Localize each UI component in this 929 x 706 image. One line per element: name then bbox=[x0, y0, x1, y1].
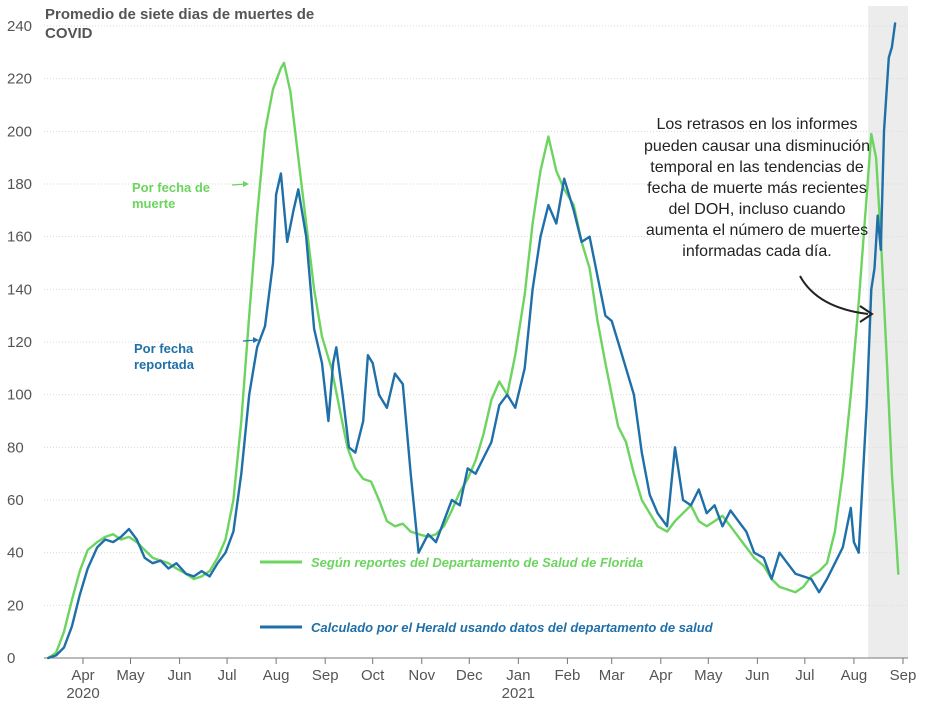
x-tick-label-8: Dec bbox=[456, 667, 483, 684]
y-tick-label-0: 0 bbox=[7, 650, 15, 667]
annotation-line-6: aumenta el número de muertes bbox=[646, 222, 868, 239]
annotation-arrowhead bbox=[859, 305, 874, 323]
series-label-blue-line-2: reportada bbox=[134, 357, 195, 372]
y-tick-label-140: 140 bbox=[7, 281, 32, 298]
y-tick-label-160: 160 bbox=[7, 229, 32, 246]
x-tick-label-2: Jun bbox=[167, 667, 191, 684]
annotation: Los retrasos en los informes pueden caus… bbox=[644, 116, 874, 323]
chart-title-line-1: Promedio de siete dias de muertes de bbox=[45, 6, 314, 23]
x-tick-label-4: Aug bbox=[263, 667, 290, 684]
x-tick-label-13: May bbox=[694, 667, 723, 684]
series-label-green-arrowhead bbox=[243, 181, 249, 187]
annotation-line-2: pueden causar una disminución bbox=[644, 138, 870, 155]
grid-lines bbox=[44, 25, 908, 659]
series-label-blue: Por fecha reportada bbox=[134, 337, 259, 372]
annotation-line-4: fecha de muerte más recientes bbox=[647, 180, 867, 197]
y-tick-label-180: 180 bbox=[7, 176, 32, 193]
x-tick-year-0: 2020 bbox=[66, 685, 99, 702]
y-tick-label-220: 220 bbox=[7, 71, 32, 88]
series-label-green-line-2: muerte bbox=[132, 196, 175, 211]
annotation-line-3: temporal en las tendencias de bbox=[650, 159, 864, 176]
x-tick-label-11: Mar bbox=[599, 667, 625, 684]
x-tick-label-17: Sep bbox=[890, 667, 917, 684]
y-tick-label-240: 240 bbox=[7, 18, 32, 35]
y-tick-label-40: 40 bbox=[7, 545, 24, 562]
annotation-line-5: del DOH, incluso cuando bbox=[669, 201, 846, 218]
series-label-green: Por fecha de muerte bbox=[132, 180, 249, 211]
series-line-1 bbox=[47, 22, 897, 660]
series-line-0 bbox=[47, 61, 900, 660]
legend: Según reportes del Departamento de Salud… bbox=[260, 555, 714, 635]
series-label-blue-line-1: Por fecha bbox=[134, 341, 194, 356]
y-tick-label-200: 200 bbox=[7, 123, 32, 140]
y-tick-label-120: 120 bbox=[7, 334, 32, 351]
x-tick-label-5: Sep bbox=[312, 667, 339, 684]
x-tick-year-9: 2021 bbox=[502, 685, 535, 702]
shaded-recent-period bbox=[868, 6, 908, 658]
series-lines bbox=[47, 22, 900, 660]
y-tick-label-20: 20 bbox=[7, 597, 24, 614]
series-label-green-line-1: Por fecha de bbox=[132, 180, 210, 195]
y-axis: 0 20 40 60 80 100 120 140 160 180 200 220 240 bbox=[7, 18, 32, 667]
y-tick-label-60: 60 bbox=[7, 492, 24, 509]
x-tick-label-7: Nov bbox=[408, 667, 435, 684]
y-tick-label-80: 80 bbox=[7, 439, 24, 456]
chart-title-line-2: COVID bbox=[45, 25, 93, 42]
legend-label-green: Según reportes del Departamento de Salud… bbox=[311, 555, 643, 570]
x-tick-label-12: Apr bbox=[649, 667, 672, 684]
x-tick-label-1: May bbox=[116, 667, 145, 684]
series-label-blue-arrowhead bbox=[253, 337, 259, 343]
x-tick-label-3: Jul bbox=[217, 667, 236, 684]
x-tick-label-9: Jan bbox=[506, 667, 530, 684]
annotation-line-1: Los retrasos en los informes bbox=[657, 116, 858, 133]
annotation-line-7: informadas cada día. bbox=[682, 243, 831, 260]
x-tick-label-14: Jun bbox=[745, 667, 769, 684]
x-tick-label-16: Aug bbox=[841, 667, 868, 684]
x-tick-label-6: Oct bbox=[361, 667, 385, 684]
chart-title: Promedio de siete dias de muertes de COV… bbox=[45, 6, 314, 42]
x-tick-label-10: Feb bbox=[554, 667, 580, 684]
annotation-arrow bbox=[799, 275, 869, 315]
y-tick-label-100: 100 bbox=[7, 387, 32, 404]
legend-label-blue: Calculado por el Herald usando datos del… bbox=[311, 620, 714, 635]
x-tick-label-0: Apr bbox=[71, 667, 94, 684]
x-tick-label-15: Jul bbox=[795, 667, 814, 684]
